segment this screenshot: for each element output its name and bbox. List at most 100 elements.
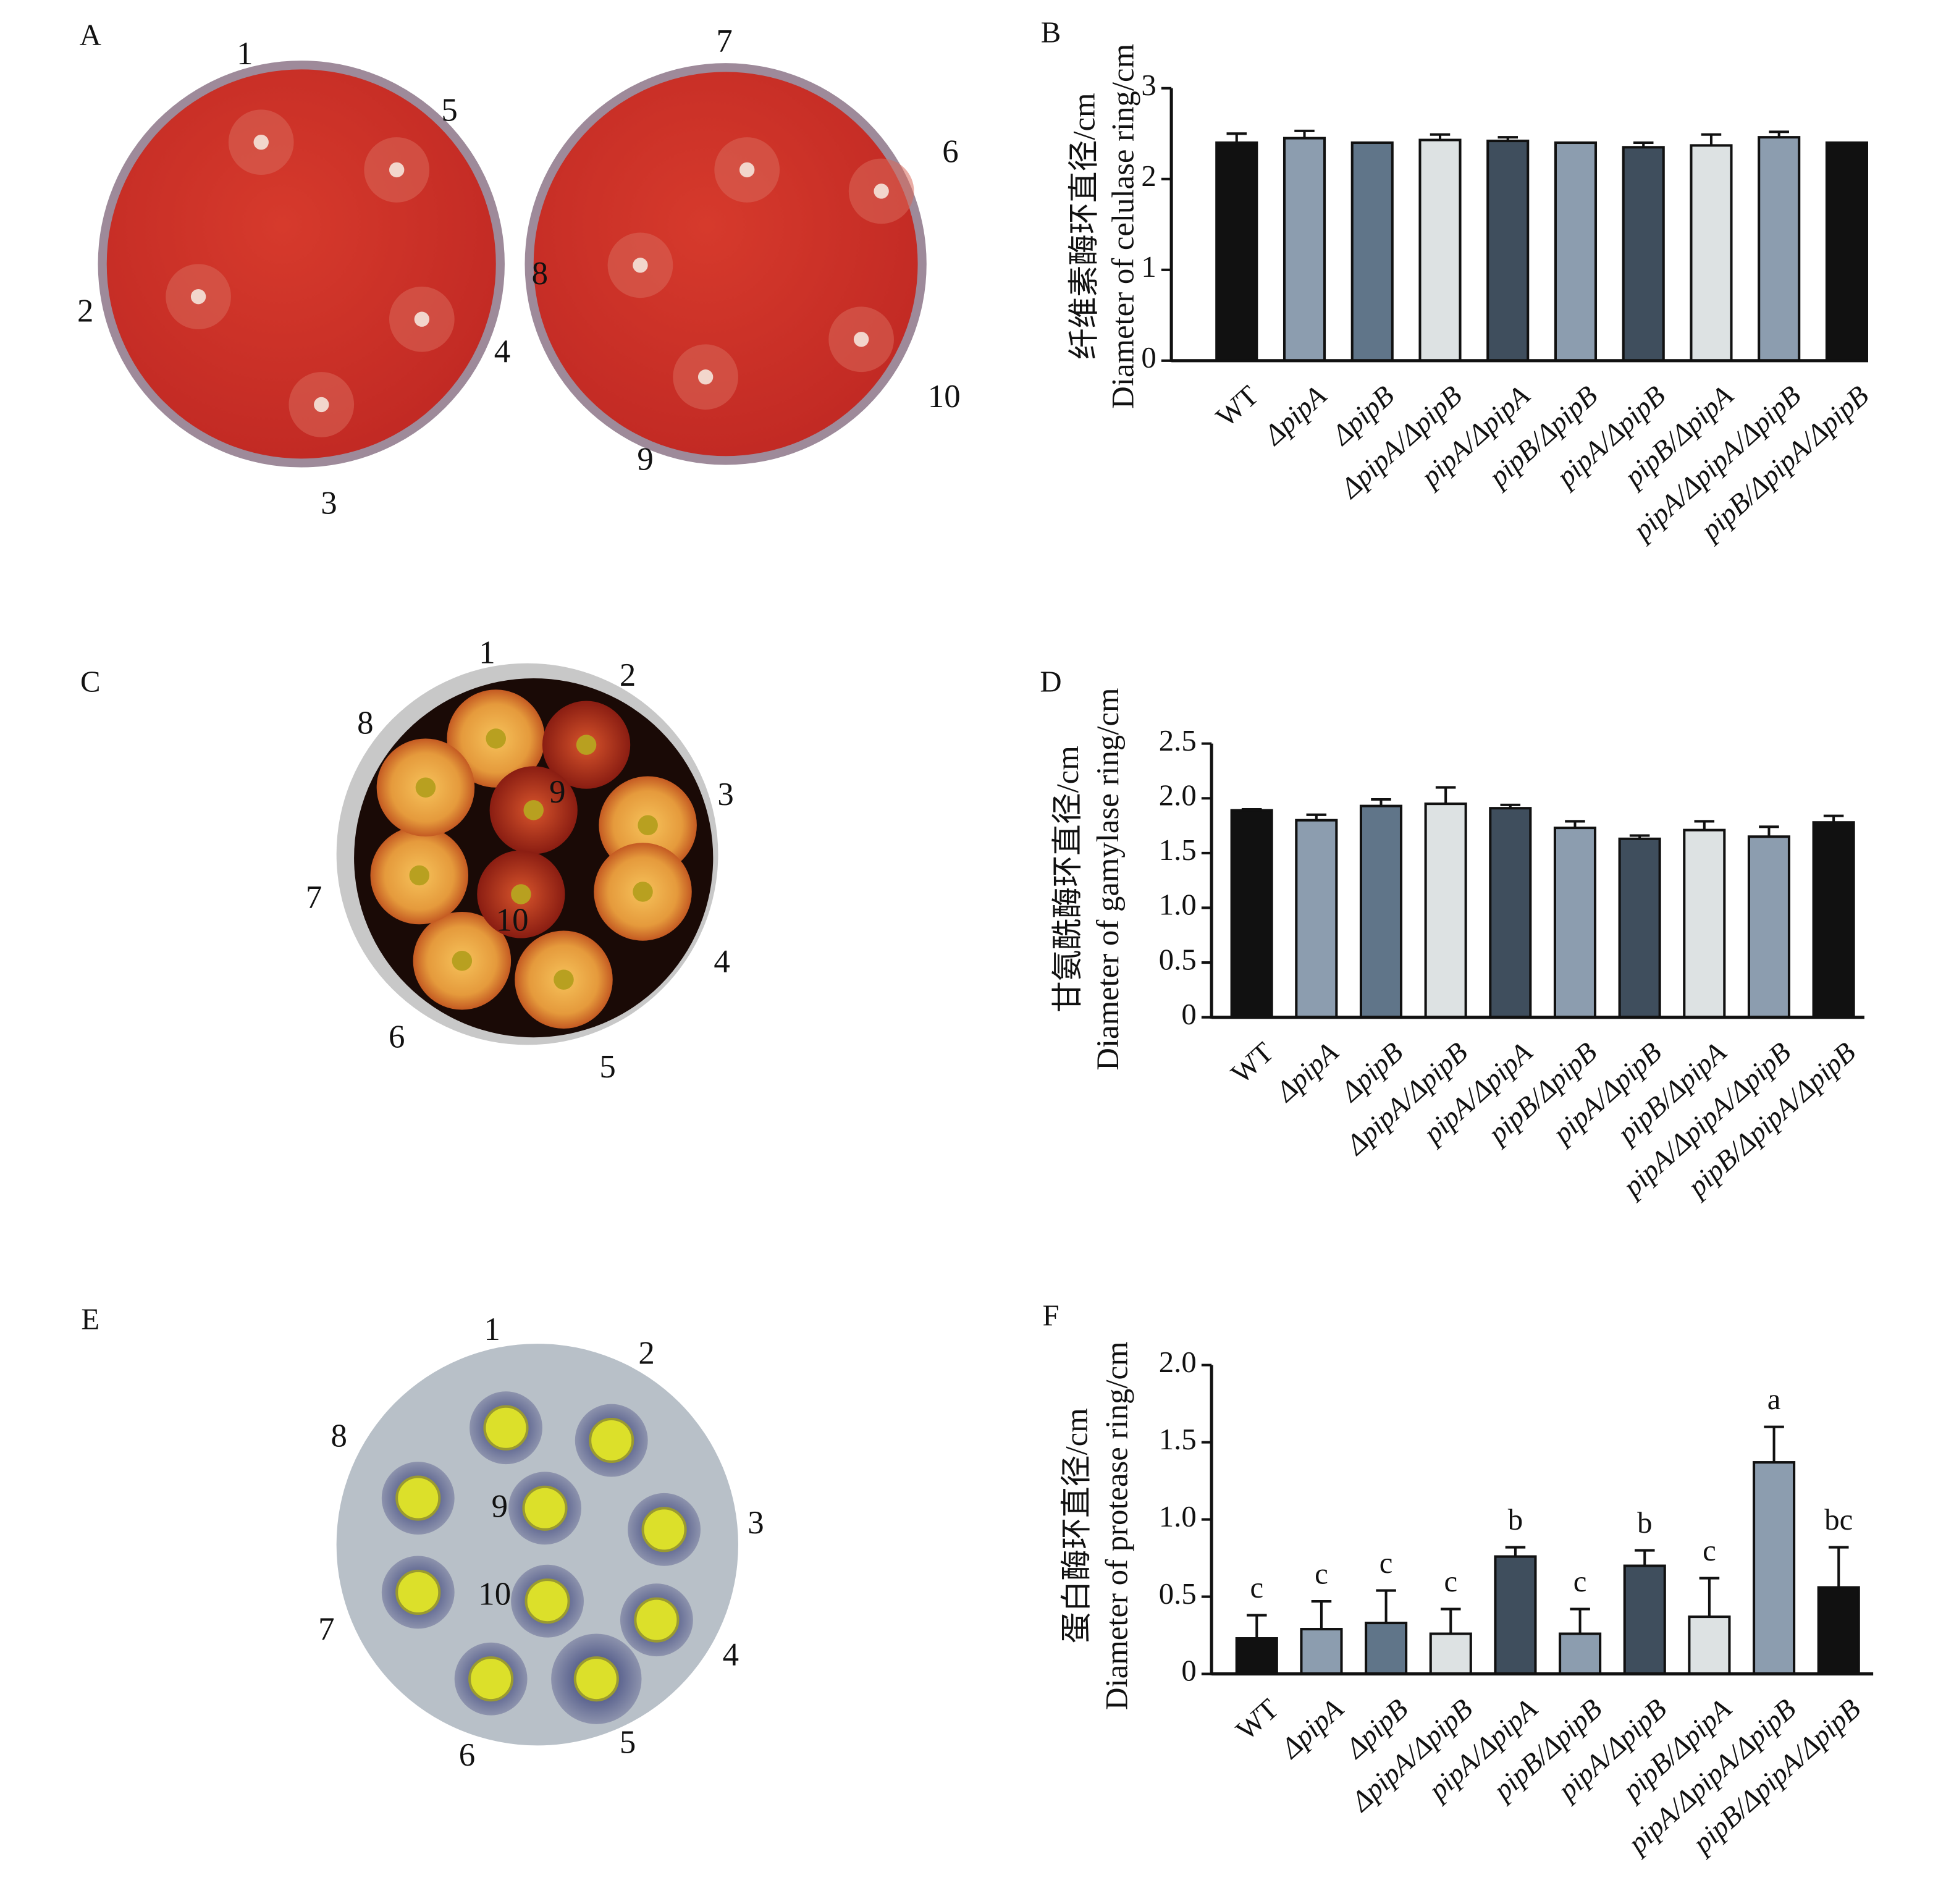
x-tick-label: ΔpipA — [1257, 379, 1333, 452]
plate-label: 5 — [599, 1049, 615, 1085]
bar — [1418, 138, 1462, 362]
plate-label: 1 — [479, 635, 495, 671]
bar — [1758, 136, 1801, 362]
colony — [634, 1597, 680, 1643]
plate-label: 3 — [748, 1505, 764, 1541]
bar — [1753, 1461, 1796, 1675]
significance-label: c — [1444, 1565, 1457, 1598]
colony — [523, 800, 544, 820]
bar — [1489, 807, 1532, 1019]
y-axis-label: Diameter of gamylase ring/cm — [1090, 688, 1125, 1071]
colony — [633, 882, 653, 902]
colony — [638, 815, 658, 835]
significance-label: c — [1379, 1546, 1393, 1580]
plate-label: 9 — [637, 442, 653, 478]
plate-label: 2 — [638, 1336, 654, 1371]
y-axis-label: Diameter of celulase ring/cm — [1106, 44, 1140, 409]
significance-label: b — [1508, 1503, 1523, 1536]
x-tick-label: WT — [1210, 379, 1265, 433]
plate — [533, 72, 918, 457]
colony — [697, 369, 714, 385]
panel-label: B — [1041, 16, 1061, 49]
bar — [1215, 141, 1258, 362]
y-axis-label: 甘氨酰酶环直径/cm — [1050, 746, 1085, 1013]
plate-label: 1 — [484, 1312, 500, 1347]
bar — [1359, 804, 1403, 1019]
y-tick-label: 1 — [1141, 250, 1156, 284]
plate-label: 4 — [723, 1637, 739, 1672]
colony — [409, 865, 430, 886]
y-tick-label: 1.5 — [1159, 1423, 1197, 1456]
plate-label: 7 — [306, 880, 322, 916]
bar — [1424, 802, 1467, 1019]
plate-label: 8 — [331, 1418, 347, 1454]
bar — [1230, 809, 1273, 1019]
y-tick-label: 0 — [1141, 341, 1156, 374]
y-axis-label: Diameter of protease ring/cm — [1099, 1341, 1134, 1710]
plate-label: 4 — [494, 334, 510, 369]
y-tick-label: 0.5 — [1159, 1577, 1197, 1611]
colony — [253, 135, 269, 150]
bar — [1295, 819, 1338, 1019]
panel-label: F — [1042, 1299, 1059, 1333]
bar — [1235, 1637, 1278, 1675]
panel-label: C — [80, 665, 101, 698]
colony — [874, 183, 889, 199]
plate-label: 7 — [318, 1612, 334, 1648]
bar — [1688, 1615, 1731, 1675]
significance-label: b — [1637, 1506, 1652, 1540]
colony — [395, 1569, 441, 1615]
significance-label: bc — [1824, 1503, 1853, 1536]
plate-label: 3 — [321, 486, 337, 521]
colony — [633, 258, 648, 273]
plate-label: 6 — [459, 1737, 475, 1773]
colony — [314, 397, 329, 413]
plate-label: 9 — [492, 1488, 508, 1524]
y-tick-label: 0 — [1181, 1654, 1196, 1688]
colony — [415, 777, 436, 798]
significance-label: c — [1573, 1565, 1587, 1598]
plate-label: 8 — [532, 256, 548, 292]
colony — [589, 1417, 634, 1464]
plate-label: 2 — [77, 293, 93, 329]
bar — [1486, 140, 1530, 362]
significance-label: c — [1250, 1571, 1263, 1604]
bar — [1747, 835, 1790, 1019]
bar — [1690, 144, 1733, 362]
colony — [452, 950, 473, 971]
panel-label: E — [81, 1303, 99, 1336]
y-tick-label: 2 — [1141, 159, 1156, 193]
y-tick-label: 0.5 — [1159, 943, 1197, 976]
plate-label: 5 — [441, 93, 457, 128]
bar — [1283, 137, 1326, 362]
colony — [576, 735, 597, 755]
plate-label: 6 — [389, 1019, 405, 1055]
bar — [1618, 837, 1661, 1019]
plate-label: 2 — [620, 657, 636, 693]
x-tick-label: ΔpipA — [1274, 1693, 1350, 1766]
significance-label: a — [1767, 1383, 1781, 1416]
y-axis-label: 纤维素酶环直径/cm — [1067, 93, 1101, 360]
bar — [1554, 141, 1598, 362]
colony — [524, 1578, 570, 1624]
colony — [739, 162, 755, 178]
x-tick-label: ΔpipA — [1269, 1036, 1345, 1109]
bar — [1817, 1586, 1860, 1675]
colony — [554, 969, 574, 990]
colony — [522, 1485, 568, 1531]
plate-label: 3 — [717, 777, 733, 812]
plate-label: 8 — [357, 705, 373, 741]
plate-label: 4 — [714, 943, 730, 979]
significance-label: c — [1703, 1534, 1716, 1567]
bar — [1300, 1628, 1343, 1675]
bar — [1622, 146, 1665, 362]
bar — [1559, 1632, 1602, 1675]
bar — [1825, 141, 1868, 362]
y-tick-label: 2.0 — [1159, 778, 1197, 812]
colony — [468, 1656, 514, 1702]
y-tick-label: 1.5 — [1159, 833, 1197, 867]
bar — [1365, 1622, 1408, 1675]
plate-label: 7 — [716, 23, 732, 59]
colony — [483, 1405, 529, 1451]
